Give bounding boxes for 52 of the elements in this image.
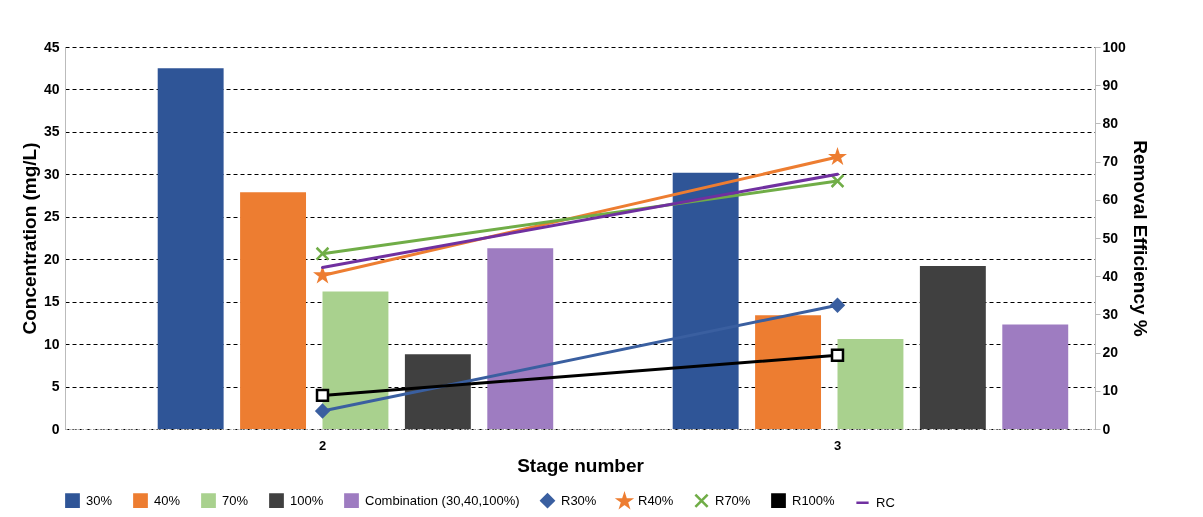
legend-label: R40% [638,493,674,509]
y-tick-label: 45 [43,38,60,55]
y-tick-label: 10 [43,335,60,352]
y2-tick-label: 20 [1102,344,1119,361]
legend-label: 100% [290,492,324,508]
y2-tick-label: 90 [1102,76,1119,93]
bar [240,192,307,429]
y-tick-label: 40 [43,80,60,97]
y2-tick-label: 60 [1102,191,1119,208]
legend-label: 30% [86,492,113,508]
point [315,388,330,403]
legend-label: 70% [222,492,249,508]
bar [1002,324,1069,429]
bar [157,68,224,429]
legend-label: R100% [792,492,836,508]
point [830,348,845,362]
y2-tick-label: 0 [1102,420,1111,437]
x-tick-label: 3 [833,437,842,453]
legend-label: R70% [715,492,751,508]
y2-tick-label: 70 [1102,153,1119,170]
legend-label: RC [876,494,895,510]
y2-tick-label: 40 [1102,267,1119,284]
legend-label: 40% [154,492,181,508]
y2-tick-label: 10 [1102,382,1119,399]
y2-axis-title: Removal Efficiency % [1129,140,1151,337]
y2-tick-label: 30 [1102,305,1119,322]
point [830,173,845,189]
y-tick-label: 25 [43,208,60,225]
x-tick-label: 2 [318,437,327,453]
legend-label: Combination (30,40,100%) [365,492,520,508]
y2-tick-label: 100 [1102,38,1127,55]
y-axis-title: Concentration (mg/L) [18,142,40,335]
y-tick-label: 15 [43,293,60,310]
bar [919,266,986,429]
bar [755,315,822,429]
point [315,403,330,419]
bar [487,248,554,429]
bar [404,354,471,429]
y-tick-label: 35 [43,123,60,140]
bar [837,339,904,429]
y2-tick-label: 80 [1102,114,1119,131]
point [315,246,330,261]
y-tick-label: 5 [51,378,60,395]
x-axis-title: Stage number [517,454,645,476]
bar [322,291,389,429]
point [830,298,845,313]
y2-tick-label: 50 [1102,229,1119,246]
y-tick-label: 20 [43,250,60,267]
y-tick-label: 30 [43,165,60,182]
point [828,147,847,165]
legend-label: R30% [561,492,597,508]
y-tick-label: 0 [51,420,60,437]
